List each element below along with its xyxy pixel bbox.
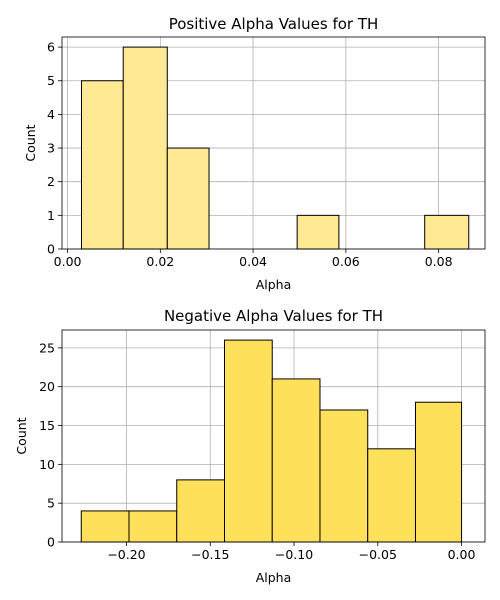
y-ticks: 0 1 2 3 4 5 6 (47, 40, 62, 257)
histogram-bar-0 (80, 80, 124, 250)
x-tick-label: 0.02 (146, 254, 174, 269)
chart-title: Positive Alpha Values for TH (169, 15, 379, 33)
histogram-bar-2 (166, 147, 210, 250)
y-tick-label: 20 (39, 379, 55, 394)
y-tick-label: 4 (47, 107, 55, 122)
y-tick-label: 15 (39, 418, 55, 433)
x-tick-label: −0.20 (107, 547, 145, 562)
histogram-bar-5 (319, 409, 369, 543)
y-axis-label: Count (14, 417, 29, 454)
negative-alpha-chart: Negative Alpha Values for TH −0.20 −0.15−… (14, 307, 486, 585)
histogram-bar-2 (176, 479, 225, 543)
chart-title: Negative Alpha Values for TH (164, 307, 383, 325)
histogram-bar-6 (367, 448, 416, 543)
histogram-bar-1 (122, 46, 168, 250)
x-tick-label: −0.15 (191, 547, 229, 562)
y-tick-label: 10 (39, 457, 55, 472)
y-ticks: 0 5 10 15 20 25 (39, 340, 62, 550)
histogram-bar-5 (296, 214, 340, 250)
x-axis-label: Alpha (256, 570, 292, 585)
histogram-bar-4 (271, 378, 321, 543)
histogram-bar-8 (424, 214, 470, 250)
histogram-bar-0 (80, 510, 130, 543)
x-ticks: 0.00 0.02 0.04 0.06 0.08 (54, 249, 453, 269)
y-tick-label: 0 (47, 535, 55, 550)
y-tick-label: 5 (47, 73, 55, 88)
histogram-bar-7 (414, 401, 463, 543)
x-tick-label: 0.00 (54, 254, 82, 269)
positive-alpha-chart: Positive Alpha Values for TH 0.00 0.02 0.0… (23, 15, 486, 292)
y-tick-label: 2 (47, 174, 55, 189)
x-ticks: −0.20 −0.15 −0.10 −0.05 0.00 (107, 542, 476, 562)
histogram-bars (80, 339, 463, 543)
y-tick-label: 0 (47, 242, 55, 257)
y-tick-label: 3 (47, 141, 55, 156)
histogram-bar-3 (223, 339, 273, 543)
y-tick-label: 6 (47, 40, 55, 55)
x-tick-label: 0.00 (448, 547, 476, 562)
y-tick-label: 25 (39, 340, 55, 355)
histogram-bars (80, 46, 470, 250)
y-tick-label: 5 (47, 496, 55, 511)
plot-frame (61, 36, 486, 250)
x-tick-label: 0.08 (425, 254, 453, 269)
x-tick-label: −0.05 (359, 547, 397, 562)
plot-frame (61, 329, 486, 543)
x-tick-label: −0.10 (275, 547, 313, 562)
x-axis-label: Alpha (256, 277, 292, 292)
y-axis-label: Count (23, 124, 38, 161)
x-tick-label: 0.06 (332, 254, 360, 269)
histogram-bar-1 (128, 510, 178, 543)
y-tick-label: 1 (47, 208, 55, 223)
x-tick-label: 0.04 (239, 254, 267, 269)
